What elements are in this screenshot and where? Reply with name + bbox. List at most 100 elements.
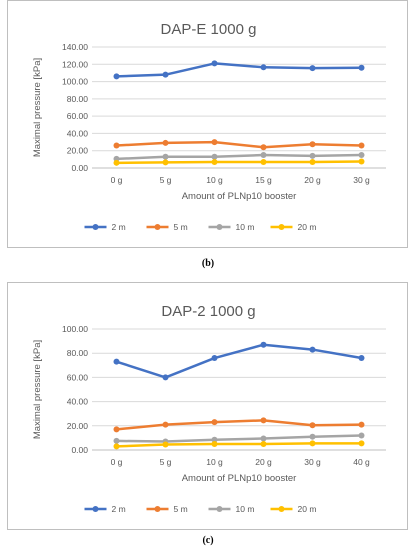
data-point (358, 158, 365, 165)
caption-b: (b) (201, 258, 215, 269)
data-point (113, 426, 120, 433)
y-tick-label: 80.00 (67, 348, 89, 358)
data-point (260, 341, 267, 348)
data-point (211, 355, 218, 362)
data-point (113, 443, 120, 450)
x-tick-label: 20 g (304, 175, 321, 185)
legend-label: 20 m (298, 222, 317, 232)
x-axis-title: Amount of PLNp10 booster (182, 191, 297, 202)
x-tick-label: 40 g (353, 457, 370, 467)
legend-label: 20 m (298, 504, 317, 514)
legend-swatch-marker (92, 224, 99, 230)
legend-item: 10 m (208, 504, 255, 514)
y-tick-label: 60.00 (67, 111, 89, 121)
x-tick-label: 30 g (304, 457, 321, 467)
x-tick-label: 5 g (160, 175, 172, 185)
legend-item: 5 m (146, 222, 188, 232)
y-tick-label: 120.00 (62, 59, 88, 69)
data-point (113, 73, 120, 80)
data-point (162, 139, 169, 146)
legend-item: 20 m (270, 504, 317, 514)
x-tick-label: 10 g (206, 457, 223, 467)
series-line (116, 62, 362, 78)
data-point (309, 65, 316, 72)
data-point (309, 346, 316, 353)
caption-c: (c) (202, 535, 214, 546)
data-point (162, 159, 169, 166)
y-tick-label: 80.00 (67, 94, 89, 104)
y-tick-label: 100.00 (62, 77, 88, 87)
data-point (358, 440, 365, 447)
data-point (358, 64, 365, 71)
data-point (162, 374, 169, 381)
legend-label: 2 m (112, 222, 126, 232)
data-point (260, 417, 267, 424)
y-tick-label: 100.00 (62, 324, 88, 334)
x-tick-label: 15 g (255, 175, 272, 185)
legend-label: 10 m (236, 504, 255, 514)
data-point (260, 144, 267, 151)
legend-item: 2 m (84, 222, 126, 232)
chart-panel-c: DAP-2 1000 g 0.00 20.00 40.00 60.00 80.00 100.… (7, 282, 408, 530)
chart-c-svg: DAP-2 1000 g 0.00 20.00 40.00 60.00 80.00 100.… (32, 303, 386, 514)
data-point (162, 71, 169, 78)
x-tick-label: 5 g (160, 457, 172, 467)
legend-item: 2 m (84, 504, 126, 514)
series-line (116, 343, 362, 379)
data-point (309, 433, 316, 440)
data-point (113, 358, 120, 365)
y-tick-label: 40.00 (67, 397, 89, 407)
data-point (260, 435, 267, 442)
legend-swatch-marker (154, 224, 161, 230)
data-point (358, 152, 365, 159)
data-point (113, 159, 120, 166)
data-point (358, 421, 365, 428)
legend-label: 5 m (174, 504, 188, 514)
data-point (260, 152, 267, 159)
data-point (309, 440, 316, 447)
series-line (116, 434, 362, 443)
data-point (211, 158, 218, 165)
y-axis-title: Maximal pressure [kPa] (32, 58, 43, 157)
series-line (116, 442, 362, 448)
data-point (358, 142, 365, 149)
x-axis-title: Amount of PLNp10 booster (182, 473, 297, 484)
chart-panel-b: DAP-E 1000 g 0.00 20.00 40.00 60.00 80.00 100.… (7, 0, 408, 248)
data-point (113, 437, 120, 444)
legend-item: 10 m (208, 222, 255, 232)
y-axis-title: Maximal pressure [kPa] (32, 340, 43, 439)
y-tick-label: 20.00 (67, 146, 89, 156)
legend-item: 20 m (270, 222, 317, 232)
legend-swatch-marker (216, 224, 223, 230)
y-tick-label: 0.00 (71, 163, 88, 173)
chart-title: DAP-2 1000 g (161, 303, 255, 320)
data-point (260, 64, 267, 71)
legend-swatch-marker (92, 506, 99, 512)
legend-swatch-marker (154, 506, 161, 512)
data-point (113, 142, 120, 149)
legend-label: 10 m (236, 222, 255, 232)
data-point (211, 436, 218, 443)
series-line (116, 419, 362, 431)
data-point (211, 440, 218, 447)
legend-swatch-marker (278, 224, 285, 230)
x-tick-label: 20 g (255, 457, 272, 467)
data-point (309, 141, 316, 148)
chart-b-svg: DAP-E 1000 g 0.00 20.00 40.00 60.00 80.00 100.… (32, 21, 386, 232)
data-point (358, 432, 365, 439)
data-point (358, 355, 365, 362)
series-line (116, 140, 362, 149)
data-point (162, 441, 169, 448)
legend-label: 2 m (112, 504, 126, 514)
data-point (211, 153, 218, 160)
x-tick-label: 0 g (111, 175, 123, 185)
series-line (116, 160, 362, 165)
data-point (309, 152, 316, 159)
data-point (309, 158, 316, 165)
chart-title: DAP-E 1000 g (161, 21, 257, 38)
data-point (211, 419, 218, 426)
x-tick-label: 0 g (111, 457, 123, 467)
y-tick-label: 20.00 (67, 421, 89, 431)
legend-item: 5 m (146, 504, 188, 514)
data-point (309, 422, 316, 429)
